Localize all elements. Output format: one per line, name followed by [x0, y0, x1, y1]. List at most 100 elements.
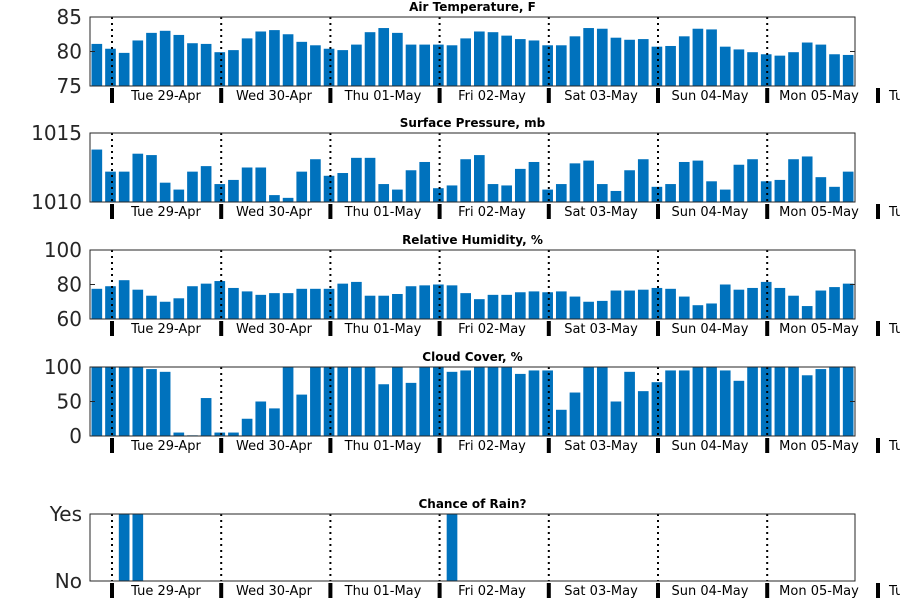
x-tick-label: Sun 04-May	[672, 205, 749, 220]
bar	[842, 367, 854, 436]
bar	[514, 39, 526, 86]
bar	[296, 171, 308, 202]
bar	[392, 189, 403, 202]
bar	[118, 280, 130, 319]
bar	[282, 367, 294, 436]
x-tick-label: Sat 03-May	[564, 322, 638, 337]
x-tick-label: Tue 29-Apr	[130, 205, 201, 220]
bar	[842, 54, 854, 86]
bar	[692, 367, 704, 436]
panel-title: Surface Pressure, mb	[400, 116, 546, 130]
bar	[842, 283, 854, 319]
bar	[214, 52, 226, 86]
bar	[678, 161, 690, 202]
bar	[610, 190, 622, 202]
bar	[337, 367, 349, 436]
axes-box	[89, 513, 856, 582]
bar	[132, 153, 144, 202]
bar	[665, 184, 676, 202]
bar	[719, 284, 731, 319]
y-tick-label: 75	[57, 74, 82, 98]
panel-title: Relative Humidity, %	[402, 233, 543, 247]
y-tick-label: 100	[44, 238, 82, 262]
bar	[118, 514, 130, 581]
bar	[801, 306, 813, 319]
bar	[364, 32, 376, 86]
bar	[433, 188, 444, 202]
bar	[542, 292, 553, 319]
bar	[405, 382, 417, 436]
bar	[310, 288, 321, 319]
bar	[296, 41, 308, 86]
bar	[747, 159, 758, 202]
bar	[487, 32, 499, 86]
bar	[596, 184, 608, 202]
bar	[105, 286, 116, 319]
bar	[200, 398, 212, 436]
bar	[228, 432, 239, 436]
bar	[610, 37, 622, 86]
bar	[514, 373, 526, 436]
bar	[583, 301, 594, 319]
bar	[200, 283, 212, 319]
bar	[241, 418, 253, 436]
bar	[378, 295, 390, 319]
bar	[569, 163, 581, 202]
bar	[310, 45, 321, 86]
bar	[419, 161, 431, 202]
bar	[460, 293, 471, 320]
bar	[555, 291, 567, 319]
bar	[433, 44, 444, 86]
bar	[446, 371, 458, 436]
bar	[747, 287, 758, 319]
x-tick-label: Tue 29-Apr	[130, 439, 201, 454]
x-tick-label: Thu 01-May	[344, 322, 422, 337]
bar	[829, 54, 840, 86]
y-tick-label: Yes	[49, 502, 82, 526]
bar	[747, 52, 758, 86]
bar	[706, 303, 717, 319]
x-tick-label: Sun 04-May	[672, 439, 749, 454]
bar	[774, 55, 786, 86]
bar	[187, 171, 198, 202]
bar	[187, 286, 198, 319]
bar	[528, 291, 540, 319]
bar	[624, 39, 635, 86]
bar	[132, 40, 144, 86]
x-tick-label: Fri 02-May	[458, 205, 526, 220]
bar	[596, 367, 608, 436]
bar	[637, 39, 649, 86]
bar	[118, 171, 130, 202]
bar	[433, 284, 444, 319]
bar	[637, 391, 649, 436]
bar	[118, 52, 130, 86]
bar	[200, 43, 212, 86]
y-tick-label: No	[55, 569, 82, 593]
bar	[433, 367, 444, 436]
bar	[241, 167, 253, 202]
bar	[542, 45, 553, 86]
bar	[378, 384, 390, 436]
x-tick-label: Wed 30-Apr	[236, 89, 313, 104]
bar	[596, 28, 608, 86]
bar	[747, 367, 758, 436]
x-tick-label: Mon 05-May	[779, 89, 859, 104]
bar	[760, 281, 772, 319]
x-tick-label: Sun 04-May	[672, 584, 749, 599]
x-tick-label: Tu	[888, 322, 900, 337]
bar	[829, 287, 840, 319]
bar	[132, 514, 144, 581]
bar	[788, 367, 799, 436]
bar	[678, 296, 690, 319]
bar	[514, 292, 526, 319]
bar	[419, 44, 431, 86]
bar	[173, 298, 185, 319]
bar	[187, 43, 198, 86]
bar	[719, 189, 731, 202]
bar	[501, 367, 512, 436]
bar	[555, 409, 567, 436]
x-tick-label: Wed 30-Apr	[236, 205, 313, 220]
x-tick-label: Tue 29-Apr	[130, 322, 201, 337]
x-tick-label: Thu 01-May	[344, 89, 422, 104]
bar	[624, 290, 635, 319]
